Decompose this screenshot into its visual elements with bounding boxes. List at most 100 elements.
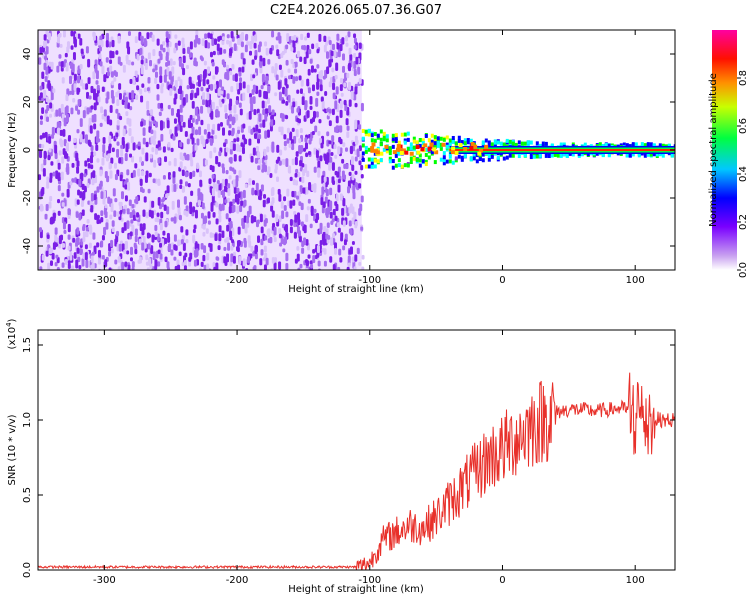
spectrogram-cell	[157, 249, 161, 255]
spectrogram-cell	[127, 181, 131, 191]
spectrogram-cell	[39, 92, 43, 100]
spectrogram-cell	[274, 168, 278, 174]
spectrogram-cell	[67, 135, 71, 140]
spectrogram-cell	[49, 113, 53, 118]
spectrogram-cell	[448, 138, 452, 143]
spectrogram-cell	[336, 41, 340, 50]
spectrogram-cell	[50, 61, 54, 70]
spectrogram-cell	[117, 256, 121, 263]
spectrogram-cell	[263, 148, 267, 157]
spectrogram-cell	[224, 199, 228, 204]
spectrogram-cell	[349, 203, 353, 213]
spectrogram-cell	[75, 237, 79, 244]
spectrogram-cell	[209, 150, 213, 159]
spectrogram-cell	[347, 255, 351, 262]
spectrogram-cell	[319, 240, 323, 246]
spectrogram-cell	[262, 199, 266, 208]
spectrogram-cell	[114, 197, 118, 203]
spectrogram-cell	[51, 252, 55, 260]
spectrogram-cell	[271, 145, 275, 153]
spectrogram-cell	[132, 76, 136, 85]
spectrogram-cell	[174, 245, 178, 251]
spectrogram-cell	[101, 157, 105, 166]
spectrogram-cell	[75, 259, 79, 269]
spectrogram-cell	[287, 68, 291, 73]
spectrogram-cell	[84, 136, 88, 144]
spectrogram-cell	[88, 242, 92, 249]
spectrogram-cell	[98, 183, 102, 190]
x-tick-label: -200	[226, 575, 249, 586]
spectrogram-cell	[48, 135, 52, 144]
spectrogram-cell	[173, 118, 177, 124]
spectrogram-cell	[170, 249, 174, 256]
spectrogram-cell	[211, 195, 215, 204]
signal-core	[449, 149, 675, 151]
spectrogram-cell	[439, 146, 443, 151]
spectrogram-cell	[353, 211, 357, 220]
spectrogram-cell	[103, 152, 107, 159]
spectrogram-cell	[278, 64, 282, 70]
spectrogram-cell	[450, 150, 455, 155]
spectrogram-cell	[186, 85, 190, 90]
spectrogram-cell	[354, 119, 358, 128]
spectrogram-cell	[303, 237, 307, 246]
spectrogram-cell	[317, 160, 321, 170]
spectrogram-cell	[82, 252, 86, 260]
spectrogram-cell	[98, 219, 102, 224]
spectrogram-cell	[140, 35, 144, 45]
spectrogram-cell	[64, 259, 68, 265]
snr-plot: -300 -200 -100 0 100 0.00.51.01.5 Height of …	[5, 318, 676, 595]
spectrogram-cell	[165, 37, 169, 43]
spectrogram-cell	[67, 245, 71, 251]
spectrogram-cell	[92, 88, 96, 96]
spectrogram-cell	[151, 200, 155, 208]
spectrogram-cell	[373, 151, 377, 156]
spectrogram-cell	[255, 182, 259, 191]
spectrogram-cell	[111, 220, 115, 227]
spectrogram-cell	[107, 153, 111, 159]
spectrogram-cell	[391, 133, 395, 138]
spectrogram-cell	[77, 33, 81, 39]
spectrogram-cell	[409, 146, 413, 151]
spectrogram-data	[38, 30, 675, 270]
spectrogram-cell	[141, 147, 145, 155]
spectrogram-cell	[316, 81, 320, 90]
spectrogram-cell	[338, 248, 342, 256]
spectrogram-cell	[478, 156, 482, 161]
spectrogram-cell	[343, 82, 347, 88]
spectrogram-cell	[263, 264, 267, 270]
spectrogram-cell	[291, 190, 295, 198]
spectrogram-cell	[303, 44, 307, 51]
spectrogram-cell	[236, 246, 240, 253]
spectrogram-cell	[271, 109, 275, 115]
spectrogram-cell	[356, 148, 360, 158]
spectrogram-cell	[105, 32, 109, 41]
spectrogram-cell	[99, 169, 103, 177]
spectrogram-cell	[61, 192, 65, 197]
spectrogram-cell	[240, 41, 244, 48]
spectrogram-cell	[47, 262, 51, 270]
spectrogram-cell	[294, 258, 298, 264]
spectrogram-cell	[206, 252, 210, 261]
spectrogram-cell	[342, 142, 346, 148]
spectrogram-cell	[93, 151, 97, 157]
spectrogram-cell	[189, 172, 193, 179]
spectrogram-cell	[200, 119, 204, 126]
spectrogram-cell	[526, 140, 530, 145]
spectrogram-cell	[370, 164, 374, 169]
spectrogram-cell	[334, 74, 338, 80]
spectrogram-cell	[241, 147, 245, 155]
spectrogram-cell	[172, 135, 176, 141]
spectrogram-cell	[643, 143, 647, 148]
spectrogram-cell	[289, 226, 293, 234]
spectrogram-cell	[48, 247, 52, 255]
spectrogram-cell	[195, 34, 199, 44]
spectrogram-cell	[322, 239, 326, 246]
spectrogram-cell	[360, 226, 364, 231]
spectrogram-cell	[249, 93, 253, 98]
spectrogram-cell	[90, 105, 94, 110]
spectrogram-cell	[424, 161, 428, 166]
spectrogram-cell	[604, 142, 608, 147]
spectrogram-cell	[76, 166, 80, 174]
spectrogram-cell	[81, 209, 85, 216]
